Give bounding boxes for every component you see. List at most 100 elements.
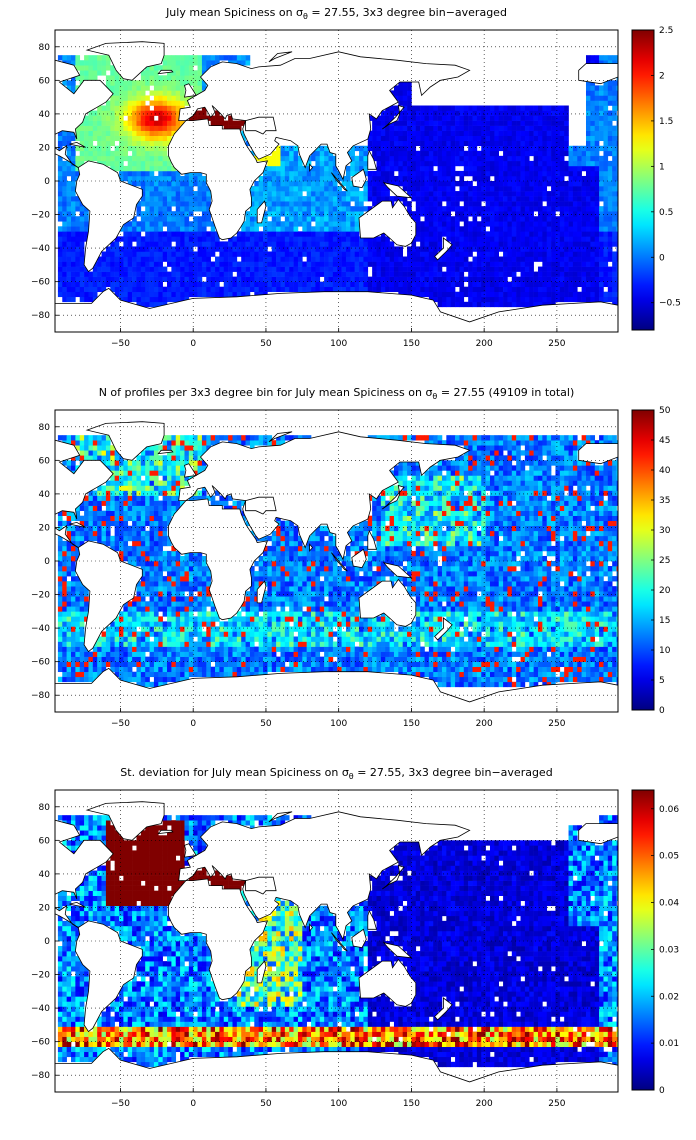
bin-cell [66,201,72,207]
bin-cell [564,125,569,131]
bin-cell [555,216,561,222]
bin-cell [367,170,373,177]
bin-cell [594,296,600,303]
bin-cell [350,261,355,267]
y-tick-label: 60 [39,76,51,86]
bin-cell [101,266,107,272]
bin-cell [402,115,408,121]
bin-cell [354,160,360,167]
bin-cell [485,110,491,116]
colorbar-tick-label: −0.5 [659,299,681,309]
bin-cell [289,186,294,192]
bin-cell [306,226,312,232]
bin-cell [424,261,430,267]
bin-cell [581,276,587,282]
bin-cell [511,160,517,167]
bin-cell [105,500,111,506]
bin-cell [581,281,587,287]
bin-cell [271,175,277,182]
bin-cell [411,105,417,111]
bin-cell [455,170,460,177]
bin-cell [359,155,364,162]
bin-cell [616,216,618,222]
bin-cell [162,145,168,152]
bin-cell [136,465,142,471]
bin-cell [92,110,98,116]
bin-cell [385,251,390,257]
bin-cell [127,261,133,267]
bin-cell [119,545,124,552]
bin-cell [568,221,574,227]
bin-cell [585,165,591,172]
bin-cell [472,175,478,182]
bin-cell [481,150,486,157]
bin-cell [140,201,146,207]
bin-cell [441,296,447,303]
bin-cell [389,115,395,121]
bin-cell [363,256,369,262]
bin-cell [546,196,552,202]
bin-cell [71,226,76,232]
bin-cell [594,186,600,192]
bin-cell [140,160,146,167]
bin-cell [188,175,194,182]
bin-cell [603,105,609,111]
bin-cell [249,211,255,217]
bin-cell [66,211,72,217]
bin-cell [564,170,569,177]
bin-cell [84,661,89,667]
bin-cell [232,246,238,252]
bin-cell [372,170,377,177]
bin-cell [119,676,124,683]
bin-cell [276,150,281,157]
bin-cell [363,206,369,212]
bin-cell [245,246,251,252]
bin-cell [263,191,268,197]
bin-cell [249,256,255,262]
bin-cell [372,241,377,247]
bin-cell [127,125,133,131]
bin-cell [542,160,548,167]
bin-cell [433,155,438,162]
bin-cell [123,251,129,257]
bin-cell [62,566,67,572]
bin-cell [162,301,168,308]
bin-cell [463,160,469,167]
bin-cell [271,170,277,177]
bin-cell [599,60,604,66]
bin-cell [149,75,155,81]
bin-cell [306,241,312,247]
bin-cell [511,191,517,197]
bin-cell [171,201,177,207]
bin-cell [171,226,177,232]
bin-cell [114,125,120,131]
bin-cell [577,236,582,242]
bin-cell [228,236,233,242]
bin-cell [92,281,98,287]
bin-cell [359,281,364,287]
bin-cell [140,505,146,511]
bin-cell [354,246,360,252]
bin-cell [97,120,102,126]
bin-cell [524,246,530,252]
bin-cell [551,201,556,207]
bin-cell [75,125,81,131]
landmass-svalbard-nz [268,51,293,63]
bin-cell [559,201,565,207]
bin-cell [97,510,102,516]
bin-cell [585,155,591,162]
bin-cell [132,495,137,501]
bin-cell [577,165,582,172]
bin-cell [450,160,456,167]
bin-cell [420,246,425,252]
bin-cell [407,175,412,182]
bin-cell [520,110,526,116]
bin-cell [228,286,233,293]
bin-cell [446,296,451,303]
bin-cell [337,236,342,242]
bin-cell [581,221,587,227]
bin-cell [537,246,543,252]
bin-cell [311,211,316,217]
bin-cell [511,155,517,162]
bin-cell [57,201,63,207]
